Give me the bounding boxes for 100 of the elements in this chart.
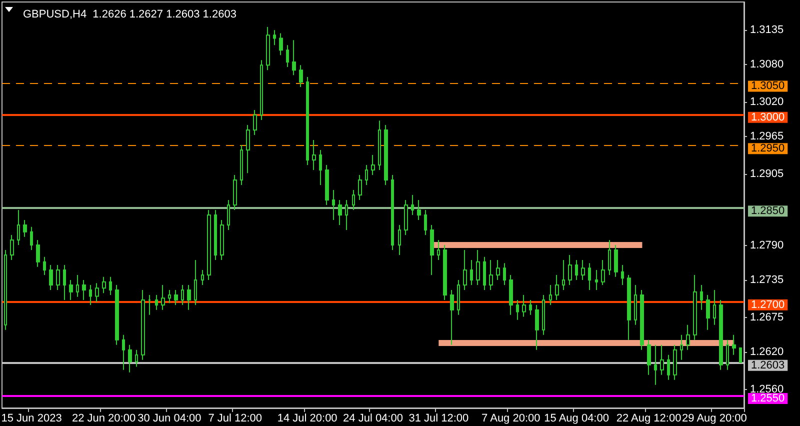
- candlestick: [49, 264, 53, 290]
- candlestick: [581, 259, 585, 280]
- candlestick: [621, 264, 624, 286]
- candlestick: [306, 76, 309, 166]
- candlestick: [549, 284, 552, 306]
- candlestick: [424, 209, 427, 236]
- candlestick: [56, 264, 60, 290]
- candlestick: [535, 304, 539, 350]
- ref-line-label: 1.2700: [751, 298, 785, 311]
- x-tick-label: 15 Jun 2023: [1, 412, 62, 424]
- candlestick: [102, 276, 106, 294]
- candlestick: [384, 124, 388, 186]
- candlestick: [411, 194, 414, 216]
- candlestick: [63, 264, 66, 300]
- candlestick: [115, 284, 119, 346]
- candlestick: [214, 209, 217, 260]
- candlestick: [69, 279, 73, 300]
- candlestick: [168, 289, 171, 304]
- candlestick: [128, 344, 132, 373]
- candlestick: [398, 224, 401, 256]
- candlestick: [299, 64, 303, 88]
- candlestick: [43, 256, 46, 276]
- candlestick: [155, 294, 158, 310]
- candlestick: [588, 262, 591, 290]
- y-tick-label: 1.2675: [750, 311, 784, 324]
- y-tick-label: 1.3020: [750, 96, 784, 108]
- x-tick-label: 30 Jun 04:00: [138, 412, 202, 424]
- candlestick: [148, 294, 151, 316]
- candlestick: [279, 32, 283, 56]
- candlestick: [673, 344, 677, 380]
- ref-line-label: 1.3050: [751, 80, 785, 92]
- candlestick: [680, 334, 683, 360]
- y-tick-label: 1.3135: [750, 24, 784, 36]
- candlestick: [634, 284, 637, 326]
- candlestick: [286, 44, 289, 68]
- ref-line-label: 1.2850: [751, 205, 785, 218]
- candlestick: [483, 256, 486, 290]
- candlestick: [496, 259, 500, 280]
- candlestick: [503, 262, 506, 286]
- candlestick: [325, 164, 329, 206]
- candlestick: [450, 289, 454, 346]
- candlestick: [201, 269, 204, 286]
- candlestick: [719, 299, 723, 370]
- candlestick: [693, 274, 697, 340]
- candlestick: [417, 200, 421, 220]
- candlestick: [660, 344, 664, 376]
- candlestick: [240, 144, 243, 186]
- candlestick: [647, 339, 651, 376]
- candlestick: [654, 344, 657, 386]
- candlestick: [17, 209, 20, 246]
- candlestick: [36, 239, 40, 268]
- ref-line-label: 1.2550: [751, 392, 785, 405]
- candlestick: [595, 269, 598, 290]
- candlestick: [246, 124, 250, 174]
- candlestick: [109, 276, 112, 296]
- candlestick: [194, 259, 197, 306]
- candlestick: [260, 60, 263, 121]
- candlestick: [220, 219, 224, 260]
- candlestick: [391, 174, 394, 250]
- candlestick: [470, 259, 473, 286]
- candlestick: [489, 259, 493, 290]
- candlestick: [23, 219, 27, 238]
- x-tick-label: 14 Jul 20:00: [277, 412, 338, 424]
- candlestick: [352, 190, 355, 210]
- text: GBPUSD,H4 1.2626 1.2627 1.2603 1.2603: [23, 8, 236, 20]
- candlestick: [516, 299, 519, 320]
- candlestick: [338, 200, 342, 226]
- candlestick: [463, 249, 467, 290]
- candlestick: [522, 294, 526, 318]
- x-tick-label: 22 Aug 12:00: [616, 412, 682, 424]
- candlestick: [4, 249, 7, 330]
- candlestick: [10, 234, 14, 260]
- ref-line-label: 1.2950: [751, 142, 785, 155]
- candlestick: [430, 224, 434, 276]
- candlestick: [273, 30, 276, 46]
- candlestick: [135, 349, 138, 368]
- candlestick: [365, 164, 368, 186]
- candlestick: [30, 226, 33, 250]
- candlestick: [608, 239, 611, 276]
- x-tick-label: 29 Aug 20:00: [682, 412, 747, 424]
- x-tick-label: 7 Aug 20:00: [482, 412, 540, 424]
- candlestick: [568, 254, 572, 286]
- candlestick: [76, 274, 79, 298]
- candlestick: [614, 244, 618, 278]
- candlestick: [319, 150, 322, 186]
- candlestick: [378, 120, 381, 171]
- candlestick: [732, 334, 736, 356]
- candlestick: [542, 294, 545, 336]
- candlestick: [253, 110, 257, 136]
- candlestick: [122, 334, 125, 370]
- x-tick-label: 31 Jul 12:00: [408, 412, 469, 424]
- candlestick: [174, 289, 178, 306]
- y-tick-label: 1.2735: [750, 274, 784, 286]
- candlestick: [627, 274, 631, 340]
- candlestick: [181, 284, 184, 306]
- x-tick-label: 22 Jun 20:00: [72, 412, 136, 424]
- candlestick: [443, 244, 447, 300]
- candlestick: [457, 279, 460, 316]
- candlestick: [706, 294, 710, 330]
- candlestick: [640, 289, 644, 350]
